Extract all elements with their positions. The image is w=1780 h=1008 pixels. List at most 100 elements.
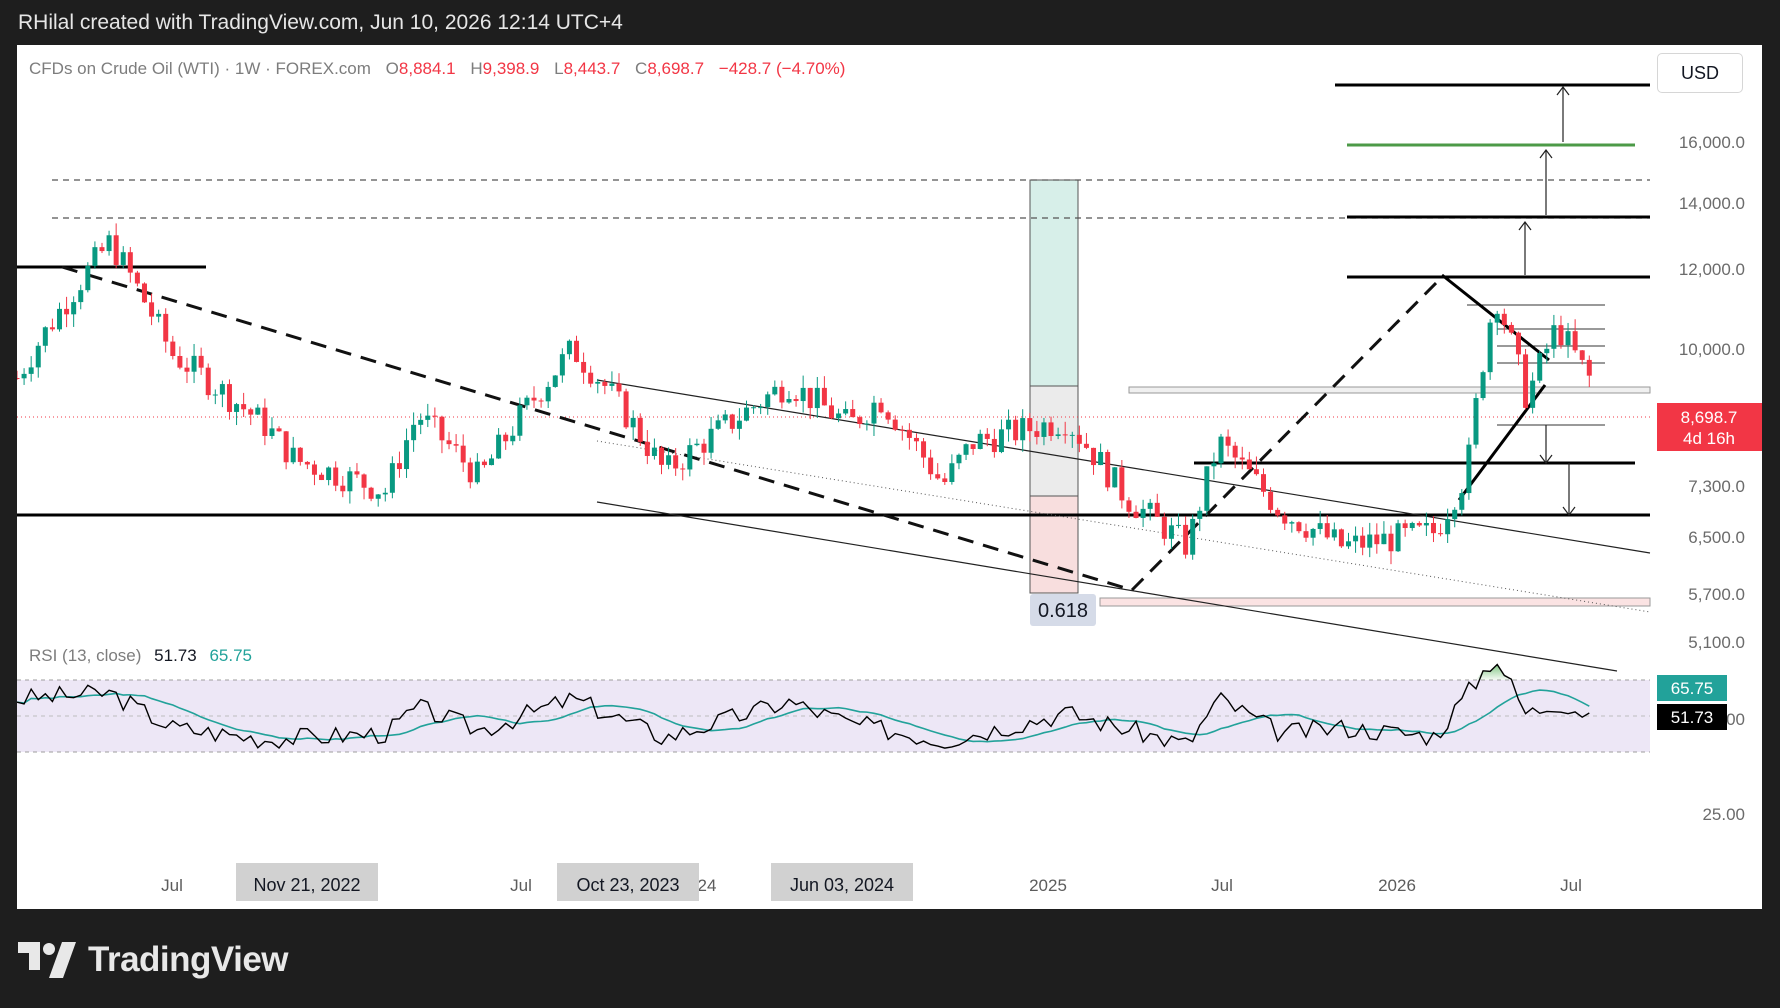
candle-body — [680, 468, 686, 470]
candle-body — [942, 478, 948, 482]
candle-body — [35, 345, 41, 368]
rsi-value: 51.73 — [154, 646, 197, 665]
candle-body — [212, 394, 218, 396]
candle-body — [906, 429, 912, 438]
candle-body — [1062, 434, 1068, 436]
open-label: O — [386, 59, 399, 78]
candle-body — [85, 265, 91, 291]
candle-body — [347, 471, 353, 492]
candle-body — [489, 458, 495, 466]
open-value: 8,884.1 — [399, 59, 456, 78]
candle-body — [432, 415, 438, 417]
candle-body — [1423, 522, 1429, 526]
candle-body — [290, 447, 296, 463]
candle-body — [885, 412, 891, 420]
candle-body — [255, 407, 261, 415]
candle-body — [170, 341, 176, 357]
candle-body — [991, 438, 997, 453]
position-target-zone[interactable] — [1029, 179, 1079, 387]
currency-button[interactable]: USD — [1657, 53, 1743, 93]
close-value: 8,698.7 — [647, 59, 704, 78]
candle-body — [1360, 535, 1366, 548]
candle-body — [354, 471, 360, 475]
candle-body — [474, 461, 480, 483]
candle-body — [446, 440, 452, 445]
candle-body — [404, 440, 410, 470]
time-highlight — [236, 863, 378, 901]
low-value: 8,443.7 — [564, 59, 621, 78]
candle-body — [361, 474, 367, 488]
candle-body — [1530, 380, 1536, 408]
legend-line: CFDs on Crude Oil (WTI) · 1W · FOREX.com… — [29, 59, 845, 78]
candle-body — [198, 355, 204, 368]
support-zone[interactable] — [1099, 597, 1651, 607]
candle-body — [1381, 533, 1387, 545]
candle-body — [319, 474, 325, 481]
dashed-uptrend[interactable] — [1130, 275, 1444, 592]
candle-body — [722, 414, 728, 421]
candle-body — [1048, 422, 1054, 437]
candle-body — [928, 457, 934, 475]
candle-body — [1544, 348, 1550, 354]
candle-body — [559, 354, 565, 376]
candle-body — [701, 443, 707, 453]
candle-body — [1345, 541, 1351, 547]
candle-body — [1367, 534, 1373, 548]
candle-body — [368, 487, 374, 499]
candle-body — [418, 419, 424, 425]
candle-body — [821, 387, 827, 406]
resistance-zone[interactable] — [1128, 386, 1651, 394]
candle-body — [1076, 434, 1082, 444]
rsi-tag-value: 51.73 — [1671, 708, 1714, 727]
projection-arrows[interactable] — [1518, 86, 1576, 516]
time-label: 24 — [698, 876, 717, 895]
candle-body — [552, 375, 558, 387]
candle-body — [1586, 359, 1592, 376]
candle-body — [1452, 509, 1458, 520]
candle-body — [205, 367, 211, 396]
candle-body — [1119, 467, 1125, 501]
candle-body — [411, 424, 417, 441]
candle-body — [1466, 444, 1472, 494]
candle-body — [595, 381, 601, 384]
candle-body — [1140, 508, 1146, 518]
candle-body — [106, 235, 112, 252]
candle-body — [1225, 436, 1231, 446]
time-highlight — [557, 863, 699, 901]
candle-body — [1239, 457, 1245, 460]
candle-body — [78, 290, 84, 303]
candle-body — [857, 417, 863, 424]
channel-upper[interactable] — [596, 379, 1651, 554]
candle-body — [1409, 522, 1415, 529]
candle-body — [1388, 533, 1394, 552]
candle-body — [1402, 523, 1408, 529]
candle-body — [219, 384, 225, 395]
candle-body — [1579, 350, 1585, 360]
chart-frame: 0.618 — [17, 45, 1762, 909]
time-highlight-label: Oct 23, 2023 — [576, 875, 679, 895]
rsi-ma-value: 65.75 — [209, 646, 252, 665]
price-chart[interactable]: 0.618 — [17, 45, 1762, 909]
candle-body — [1523, 354, 1529, 408]
dashed-downtrend[interactable] — [61, 265, 1133, 592]
channel-mid[interactable] — [596, 440, 1651, 613]
candle-body — [892, 419, 898, 430]
channel-lower[interactable] — [596, 501, 1618, 672]
candle-body — [1013, 419, 1019, 441]
candle-body — [1083, 443, 1089, 448]
position-stop-zone[interactable] — [1029, 495, 1079, 594]
candlestick-series[interactable] — [17, 223, 1592, 565]
candle-body — [1211, 463, 1217, 467]
tradingview-brand: TradingView — [18, 935, 289, 985]
candle-body — [1310, 528, 1316, 538]
candle-body — [304, 461, 310, 465]
fib-label: 0.618 — [1038, 600, 1088, 622]
candle-body — [262, 407, 268, 436]
candle-body — [998, 429, 1004, 453]
candle-body — [871, 402, 877, 424]
candle-body — [425, 415, 431, 420]
candle-body — [743, 407, 749, 421]
candle-body — [297, 447, 303, 462]
candle-body — [1246, 459, 1252, 470]
candle-body — [921, 441, 927, 458]
